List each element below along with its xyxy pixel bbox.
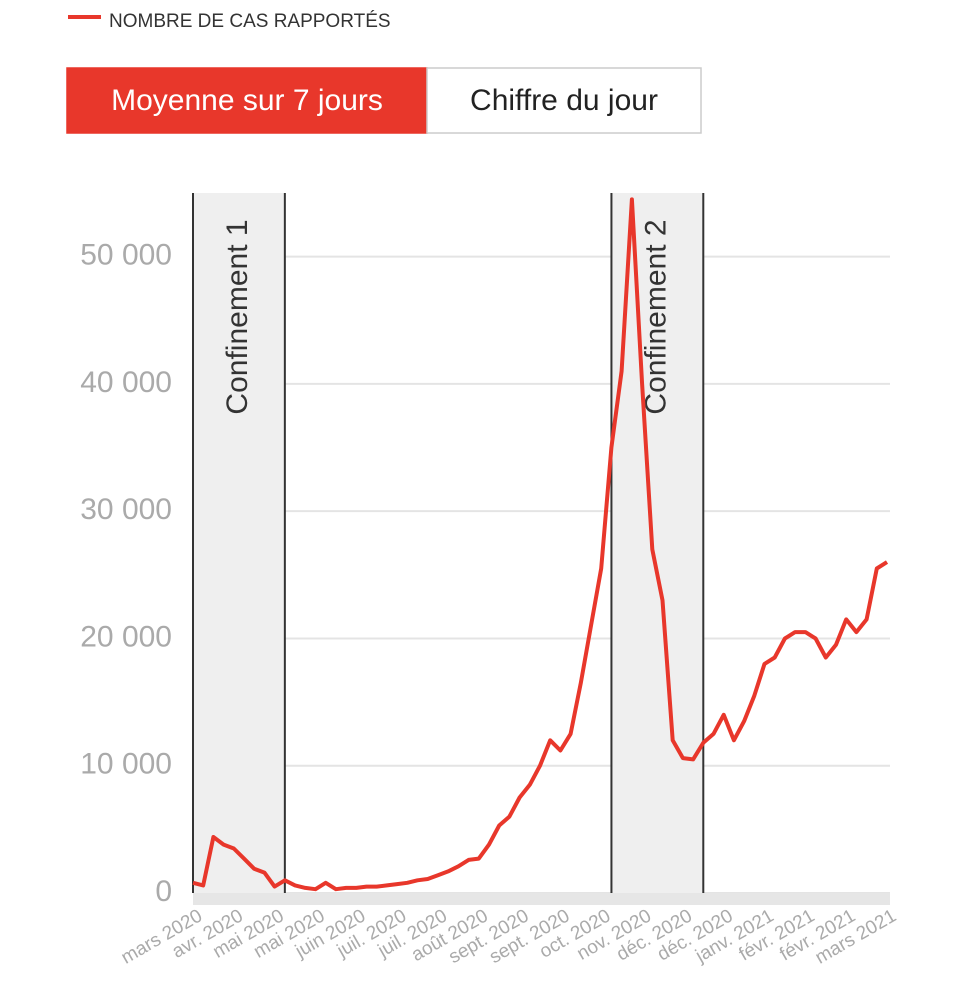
toggle-label[interactable]: Moyenne sur 7 jours	[111, 84, 383, 117]
y-tick-label: 50 000	[80, 239, 172, 272]
y-tick-label: 20 000	[80, 620, 172, 653]
y-tick-label: 30 000	[80, 493, 172, 526]
y-tick-label: 10 000	[80, 748, 172, 781]
shaded-region	[193, 193, 285, 893]
toggle-label[interactable]: Chiffre du jour	[470, 84, 658, 117]
data-line	[192, 197, 889, 892]
region-label: Confinement 2	[639, 219, 672, 414]
y-tick-label: 0	[155, 875, 172, 908]
x-axis-band	[193, 893, 890, 905]
y-tick-label: 40 000	[80, 366, 172, 399]
region-label: Confinement 1	[221, 219, 254, 414]
toggle-button[interactable]	[426, 67, 702, 134]
legend-label: NOMBRE DE CAS RAPPORTÉS	[109, 11, 391, 32]
